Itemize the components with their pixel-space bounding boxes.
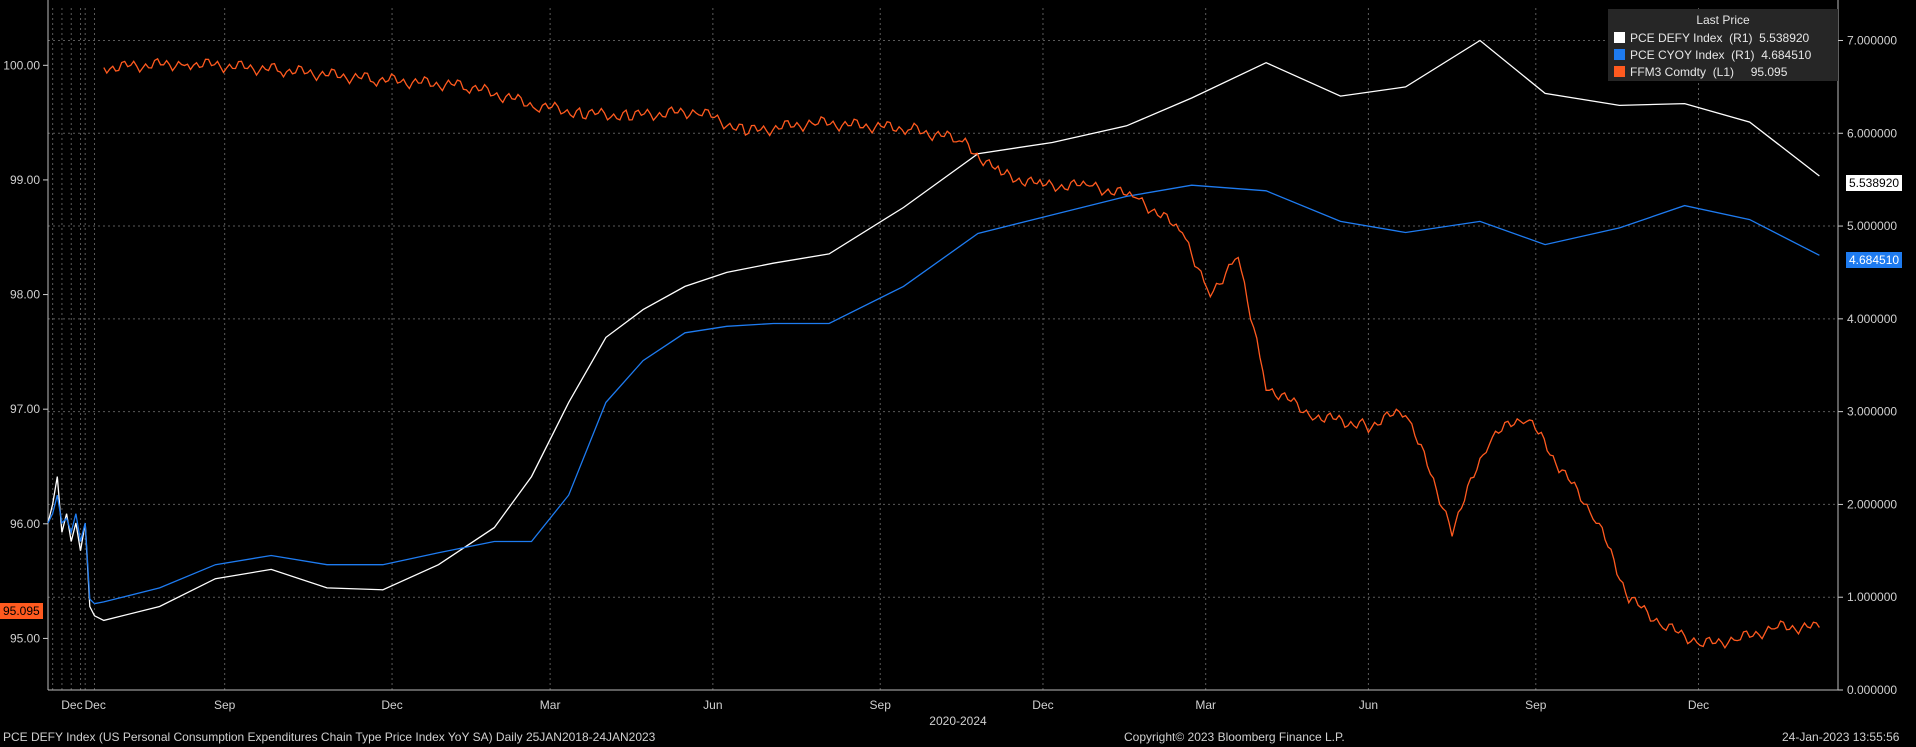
- left-axis-tick-label: 98.00: [10, 288, 40, 302]
- legend: Last Price PCE DEFY Index (R1) 5.538920 …: [1608, 9, 1838, 81]
- left-axis-tick-label: 100.00: [3, 58, 40, 72]
- left-axis-tick-label: 96.00: [10, 517, 40, 531]
- x-tick-label: Dec: [381, 698, 402, 712]
- left-axis-tick-label: 99.00: [10, 173, 40, 187]
- x-tick-label: Dec: [1688, 698, 1709, 712]
- left-axis-tick-label: 95.00: [10, 631, 40, 645]
- right-axis-tick-label: 7.000000: [1847, 33, 1897, 47]
- x-tick-label: Sep: [870, 698, 892, 712]
- axes: [43, 0, 1843, 691]
- legend-axis: (L1): [1712, 64, 1735, 79]
- legend-label: PCE DEFY Index: [1630, 30, 1723, 45]
- x-tick-label: Jun: [1359, 698, 1378, 712]
- footer-copyright: Copyright© 2023 Bloomberg Finance L.P.: [1124, 730, 1345, 744]
- x-tick-label: Dec: [1032, 698, 1053, 712]
- legend-swatch-blue: [1614, 49, 1625, 60]
- legend-value: 4.684510: [1761, 47, 1812, 62]
- right-axis-tick-label: 5.000000: [1847, 219, 1897, 233]
- footer-series-description: PCE DEFY Index (US Personal Consumption …: [3, 730, 656, 744]
- x-tick-label: Dec: [61, 698, 82, 712]
- x-tick-label: Sep: [214, 698, 236, 712]
- series-line-pce-defy-index: [47, 39, 1820, 622]
- last-value-tag-pce-cyoy: 4.684510: [1846, 252, 1903, 268]
- legend-label: PCE CYOY Index: [1630, 47, 1725, 62]
- legend-title: Last Price: [1696, 13, 1750, 27]
- right-axis-tick-label: 0.000000: [1847, 683, 1897, 697]
- x-axis-label: 2020-2024: [929, 714, 987, 728]
- right-axis-tick-label: 6.000000: [1847, 126, 1897, 140]
- last-value-tag-pce-defy: 5.538920: [1846, 175, 1903, 191]
- series-lines: [47, 39, 1820, 650]
- x-tick-label: Dec: [85, 698, 106, 712]
- legend-value: 95.095: [1750, 64, 1788, 79]
- left-axis-tick-label: 97.00: [10, 402, 40, 416]
- legend-entry-pce-defy: PCE DEFY Index (R1) 5.538920: [1608, 29, 1838, 46]
- x-tick-label: Mar: [540, 698, 561, 712]
- legend-entry-pce-cyoy: PCE CYOY Index (R1) 4.684510: [1608, 46, 1838, 63]
- legend-label: FFM3 Comdty: [1630, 64, 1707, 79]
- legend-axis: (R1): [1729, 30, 1753, 45]
- series-line-pce-cyoy-index: [47, 184, 1820, 605]
- tick-labels: Dec Dec Sep Dec Mar Jun Sep Dec Mar Jun Sep Dec2020…: [3, 33, 1897, 728]
- right-axis-tick-label: 2.000000: [1847, 497, 1897, 511]
- right-axis-tick-label: 3.000000: [1847, 405, 1897, 419]
- legend-swatch-orange: [1614, 66, 1625, 77]
- x-tick-label: Jun: [703, 698, 722, 712]
- legend-value: 5.538920: [1759, 30, 1810, 45]
- footer-timestamp: 24-Jan-2023 13:55:56: [1782, 730, 1900, 744]
- right-axis-tick-label: 4.000000: [1847, 312, 1897, 326]
- x-tick-label: Sep: [1525, 698, 1547, 712]
- legend-swatch-white: [1614, 32, 1625, 43]
- x-tick-label: Mar: [1195, 698, 1216, 712]
- legend-entry-ffm3: FFM3 Comdty (L1) 95.095: [1608, 63, 1838, 80]
- right-axis-tick-label: 1.000000: [1847, 590, 1897, 604]
- last-value-tag-ffm3: 95.095: [0, 603, 43, 619]
- series-line-ffm3-comdty: [103, 57, 1820, 650]
- legend-axis: (R1): [1731, 47, 1755, 62]
